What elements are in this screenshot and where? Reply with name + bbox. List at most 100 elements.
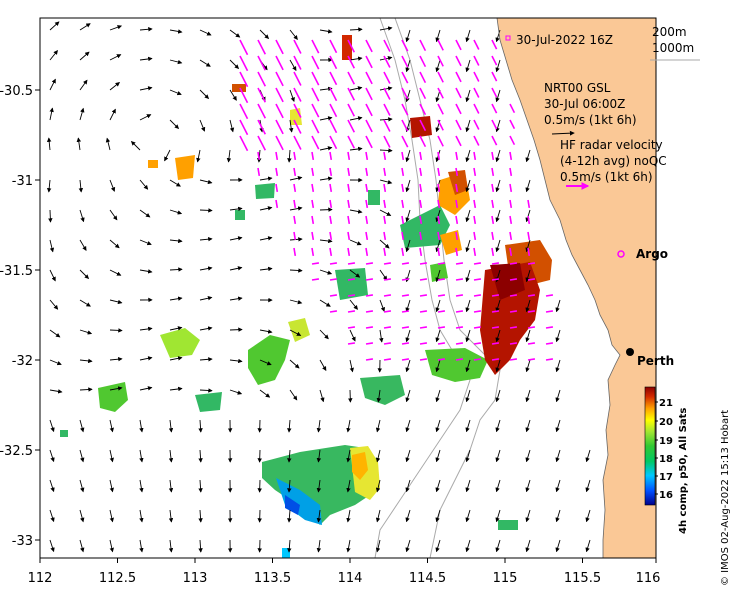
hf-vector	[510, 359, 517, 360]
hf-vector	[492, 311, 499, 312]
hf-vector	[330, 311, 337, 312]
hf-vector	[366, 263, 373, 264]
hf-vector	[510, 279, 517, 280]
city-label: Perth	[637, 354, 674, 368]
bathymetry-legend-200: 200m	[652, 25, 687, 39]
hf-vector	[528, 263, 535, 264]
hf-vector	[348, 327, 355, 328]
model-vector	[200, 210, 212, 211]
hf-vector	[456, 311, 463, 312]
hf-vector	[456, 327, 463, 328]
hf-vector	[402, 311, 409, 312]
hf-vector	[312, 263, 319, 264]
y-tick-label: -33	[12, 534, 33, 549]
hf-vector	[348, 279, 355, 280]
hf-vector	[438, 311, 445, 312]
model-vector	[50, 210, 51, 222]
hf-vector	[384, 263, 391, 264]
date-label: 30-Jul-2022 16Z	[516, 33, 613, 47]
hf-vector	[456, 295, 463, 296]
hf-vector	[384, 359, 391, 360]
colorbar-tick-label: 20	[659, 417, 673, 428]
hf-vector	[384, 279, 391, 280]
colorbar-tick-label: 17	[659, 472, 673, 483]
hf-vector	[330, 279, 337, 280]
hf-vector	[348, 311, 355, 312]
nrt-time: 30-Jul 06:00Z	[544, 97, 625, 111]
hf-vector	[420, 311, 427, 312]
hf-vector	[330, 295, 337, 296]
hf-vector	[402, 359, 409, 360]
hf-vector	[474, 295, 481, 296]
hf-vector	[546, 343, 553, 344]
hf-vector	[402, 343, 409, 344]
bathymetry-legend-1000: 1000m	[652, 41, 694, 55]
hf-vector	[492, 279, 499, 280]
hf-title: HF radar velocity	[560, 138, 663, 152]
y-tick-label: -32.5	[0, 444, 33, 459]
hf-vector	[438, 359, 445, 360]
hf-scale: 0.5m/s (1kt 6h)	[560, 170, 653, 184]
hf-vector	[420, 327, 427, 328]
hf-vector	[330, 263, 337, 264]
colorbar-title: 4h comp, p50, All Sats	[678, 408, 689, 534]
hf-vector	[456, 359, 463, 360]
x-tick-label: 114.5	[409, 571, 446, 586]
hf-vector	[474, 311, 481, 312]
hf-vector	[366, 343, 373, 344]
hf-vector	[438, 263, 445, 264]
hf-vector	[366, 327, 373, 328]
hf-vector	[474, 263, 481, 264]
x-tick-label: 113	[183, 571, 208, 586]
hf-vector	[528, 327, 535, 328]
hf-vector	[402, 295, 409, 296]
hf-vector	[402, 263, 409, 264]
hf-vector	[510, 343, 517, 344]
x-tick-label: 112.5	[99, 571, 136, 586]
hf-vector	[546, 295, 553, 296]
hf-vector	[366, 295, 373, 296]
hf-vector	[420, 359, 427, 360]
y-tick-label: -30.5	[0, 84, 33, 99]
colorbar	[645, 387, 655, 505]
hf-vector	[384, 343, 391, 344]
hf-vector	[438, 343, 445, 344]
y-tick-label: -31.5	[0, 264, 33, 279]
nrt-scale: 0.5m/s (1kt 6h)	[544, 113, 637, 127]
model-vector	[110, 330, 122, 331]
hf-vector	[366, 311, 373, 312]
hf-vector	[492, 343, 499, 344]
x-tick-label: 114	[338, 571, 363, 586]
hf-vector	[474, 359, 481, 360]
x-tick-label: 116	[636, 571, 661, 586]
x-tick-label: 113.5	[254, 571, 291, 586]
hf-vector	[348, 263, 355, 264]
hf-vector	[438, 295, 445, 296]
hf-vector	[510, 327, 517, 328]
hf-vector	[402, 279, 409, 280]
hf-vector	[528, 311, 535, 312]
hf-vector	[456, 263, 463, 264]
argo-label: Argo	[636, 247, 668, 261]
hf-vector	[384, 327, 391, 328]
hf-vector	[528, 359, 535, 360]
hf-vector	[366, 279, 373, 280]
hf-vector	[474, 343, 481, 344]
hf-vector	[384, 311, 391, 312]
hf-vector	[312, 279, 319, 280]
nrt-label: NRT00 GSL	[544, 81, 611, 95]
hf-vector	[546, 359, 553, 360]
y-axis: -30.5-31-31.5-32-32.5-33	[0, 84, 40, 549]
colorbar-tick-label: 21	[659, 398, 673, 409]
hf-vector	[528, 279, 535, 280]
hf-vector	[420, 263, 427, 264]
hf-vector	[528, 343, 535, 344]
x-tick-label: 112	[28, 571, 53, 586]
x-tick-label: 115	[493, 571, 518, 586]
colorbar-tick-label: 16	[659, 490, 673, 501]
hf-vector	[492, 295, 499, 296]
hf-vector	[510, 263, 517, 264]
